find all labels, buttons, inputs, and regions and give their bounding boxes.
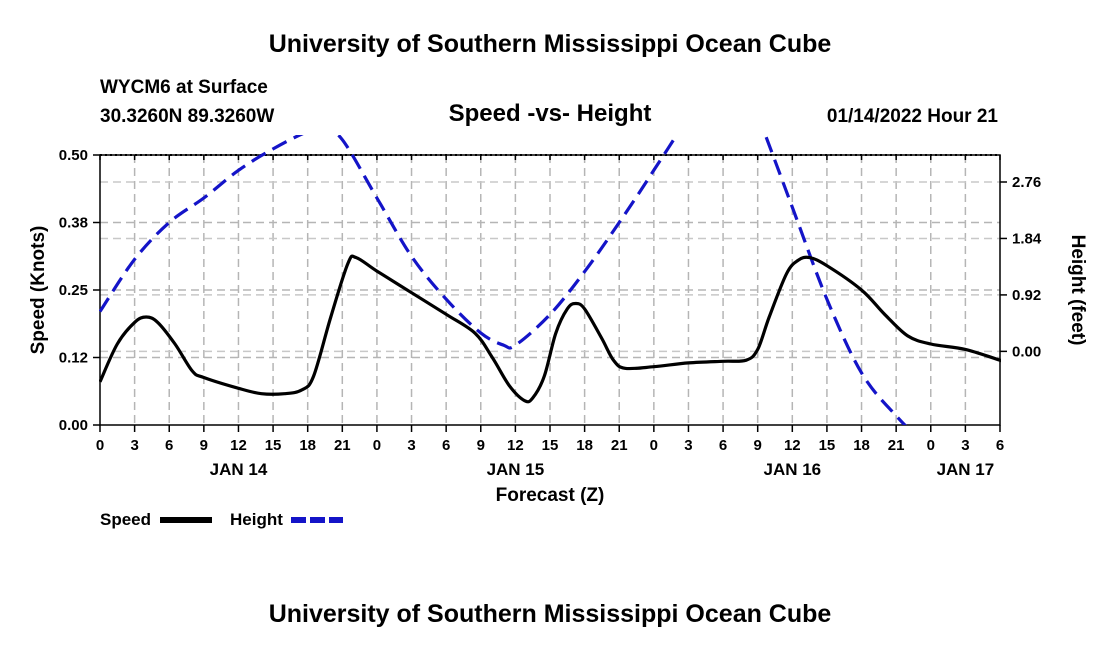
y2-tick-label: 0.92 — [1012, 287, 1041, 304]
x-tick-label: 6 — [165, 437, 173, 454]
x-tick-label: 3 — [961, 437, 969, 454]
footer-title: University of Southern Mississippi Ocean… — [268, 600, 832, 628]
x-tick-label: 9 — [754, 437, 762, 454]
y2-tick-label: 1.84 — [1012, 230, 1042, 247]
x-tick-label: 6 — [442, 437, 450, 454]
legend-label-speed: Speed — [100, 510, 151, 529]
forecast-datetime: 01/14/2022 Hour 21 — [826, 106, 998, 127]
x-tick-label: 6 — [996, 437, 1004, 454]
x-tick-label: 3 — [130, 437, 138, 454]
x-tick-label: 9 — [477, 437, 485, 454]
x-tick-label: 12 — [230, 437, 247, 454]
chart-title: Speed -vs- Height — [448, 100, 652, 127]
x-tick-label: 0 — [373, 437, 381, 454]
x-tick-label: 12 — [507, 437, 524, 454]
x-tick-label: 0 — [927, 437, 935, 454]
x-tick-label: 18 — [576, 437, 593, 454]
series-height-line — [99, 135, 908, 425]
legend-label-height: Height — [230, 510, 283, 529]
x-tick-label: 15 — [265, 437, 282, 454]
y-tick-label: 0.38 — [59, 215, 88, 232]
x-tick-label: 3 — [407, 437, 415, 454]
x-tick-label: 12 — [784, 437, 801, 454]
date-label: JAN 15 — [487, 460, 545, 479]
x-tick-label: 9 — [200, 437, 208, 454]
y2-tick-label: 0.00 — [1012, 343, 1041, 360]
series-layer — [99, 135, 1001, 425]
x-tick-label: 15 — [819, 437, 836, 454]
y-tick-label: 0.00 — [59, 417, 88, 434]
y-tick-label: 0.50 — [59, 147, 88, 164]
x-tick-label: 0 — [96, 437, 104, 454]
page-title: University of Southern Mississippi Ocean… — [268, 30, 832, 58]
y-axis-title: Speed (Knots) — [28, 226, 49, 355]
y-tick-label: 0.12 — [59, 350, 88, 367]
date-label: JAN 16 — [763, 460, 821, 479]
coordinates-label: 30.3260N 89.3260W — [100, 106, 275, 127]
x-axis-title: Forecast (Z) — [496, 485, 605, 506]
y2-axis-title: Height (feet) — [1067, 235, 1088, 346]
axes-layer: 0 3 6 9 12 15 18 21 0 3 6 9 12 15 18 21 0 3 6 9 12 15 18 21 0 3 6 0… — [28, 147, 1088, 506]
series-speed-line — [99, 254, 1001, 404]
date-label: JAN 14 — [210, 460, 268, 479]
x-tick-label: 15 — [542, 437, 559, 454]
x-tick-label: 3 — [684, 437, 692, 454]
x-tick-label: 21 — [611, 437, 628, 454]
x-tick-label: 0 — [650, 437, 658, 454]
station-label: WYCM6 at Surface — [100, 77, 268, 98]
legend: Speed Height — [100, 510, 343, 529]
x-tick-label: 21 — [334, 437, 351, 454]
y2-tick-label: 2.76 — [1012, 174, 1041, 191]
date-label: JAN 17 — [937, 460, 995, 479]
x-tick-label: 21 — [888, 437, 905, 454]
x-tick-label: 18 — [299, 437, 316, 454]
y-tick-label: 0.25 — [59, 282, 88, 299]
chart: 0 3 6 9 12 15 18 21 0 3 6 9 12 15 18 21 0 3 6 9 12 15 18 21 0 3 6 0… — [28, 135, 1088, 529]
x-tick-label: 18 — [853, 437, 870, 454]
x-tick-label: 6 — [719, 437, 727, 454]
grid — [100, 155, 1000, 425]
